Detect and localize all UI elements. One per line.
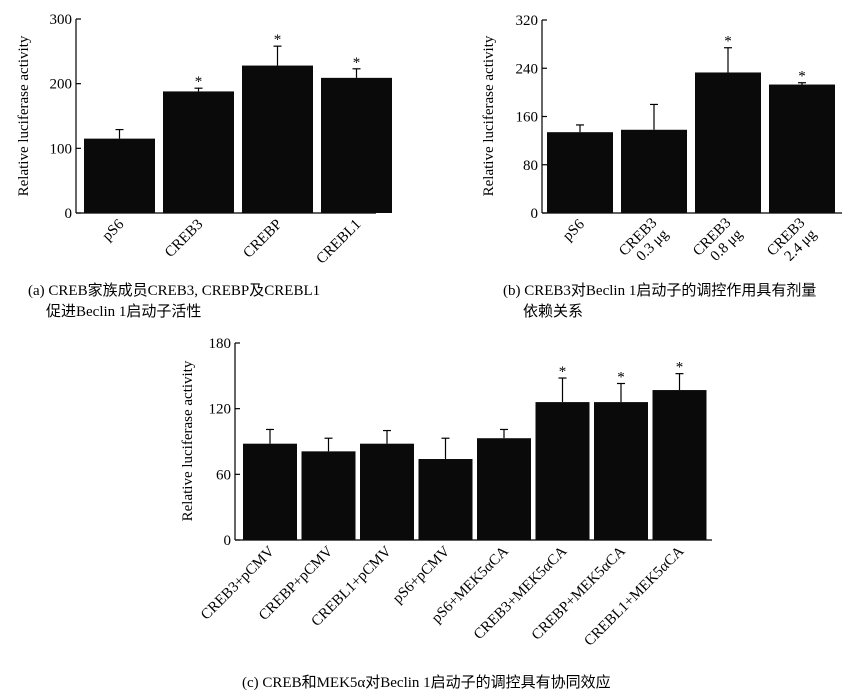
significance-marker: * [617, 369, 625, 385]
bar [301, 451, 356, 540]
y-tick-label: 0 [531, 206, 539, 222]
y-tick-label: 180 [209, 336, 232, 352]
bar [621, 129, 687, 213]
category-label: CREBL1+MEK5αCA [581, 543, 687, 649]
y-axis-label: Relative luciferase activity [481, 35, 497, 196]
bar [535, 402, 590, 540]
bar [321, 77, 392, 213]
significance-marker: * [274, 32, 282, 48]
panel-a: 0 100 200 300 Relative luciferase activity pS… [16, 12, 392, 320]
y-tick-label: 160 [516, 110, 539, 126]
panel-caption: (a) CREB家族成员CREB3, CREBP及CREBL1 [28, 282, 320, 299]
category-label: CREB3 [162, 217, 206, 261]
bar [652, 390, 707, 540]
category-label: pS6+pCMV [390, 543, 453, 606]
y-tick-label: 200 [50, 77, 73, 93]
category-label: CREB30.8 μg [690, 215, 746, 271]
category-label: pS6 [560, 216, 588, 244]
y-tick-label: 240 [516, 61, 539, 77]
category-label: CREBL1 [314, 217, 365, 268]
category-label: CREB32.4 μg [764, 215, 820, 271]
panel-c: 0 60 120 180 Relative luciferase activity CRE… [180, 336, 712, 691]
significance-marker: * [798, 69, 806, 85]
bar [84, 138, 155, 213]
y-tick-label: 120 [209, 402, 232, 418]
y-tick-label: 60 [216, 467, 231, 483]
panel-b: 0 80 160 240 320 Relative luciferase activity… [481, 13, 842, 320]
panel-caption: (c) CREB和MEK5α对Beclin 1启动子的调控具有协同效应 [242, 673, 611, 691]
bar [243, 443, 297, 540]
bar [360, 443, 414, 540]
significance-marker: * [353, 55, 361, 71]
significance-marker: * [559, 364, 567, 380]
y-tick-label: 0 [224, 533, 232, 549]
bar [477, 438, 531, 540]
bar [695, 72, 761, 213]
bar [769, 84, 835, 213]
y-tick-label: 0 [65, 206, 73, 222]
panel-caption: (b) CREB3对Beclin 1启动子的调控作用具有剂量 [503, 282, 816, 299]
panel-caption: 促进Beclin 1启动子活性 [46, 303, 201, 320]
y-tick-label: 80 [523, 158, 538, 174]
category-label: CREBP [240, 217, 285, 262]
category-label: pS6 [100, 216, 128, 244]
y-tick-label: 300 [50, 12, 73, 28]
significance-marker: * [676, 360, 684, 376]
significance-marker: * [724, 34, 732, 50]
bar [418, 459, 473, 540]
y-tick-label: 320 [516, 13, 539, 29]
significance-marker: * [195, 74, 203, 90]
category-label: CREB30.3 μg [616, 215, 672, 271]
y-tick-label: 100 [50, 141, 73, 157]
bar [594, 402, 648, 540]
bar [163, 91, 234, 213]
bar [242, 65, 313, 213]
panel-caption: 依赖关系 [523, 303, 583, 320]
y-axis-label: Relative luciferase activity [180, 360, 196, 521]
y-axis-label: Relative luciferase activity [16, 35, 32, 196]
bar [547, 132, 613, 213]
